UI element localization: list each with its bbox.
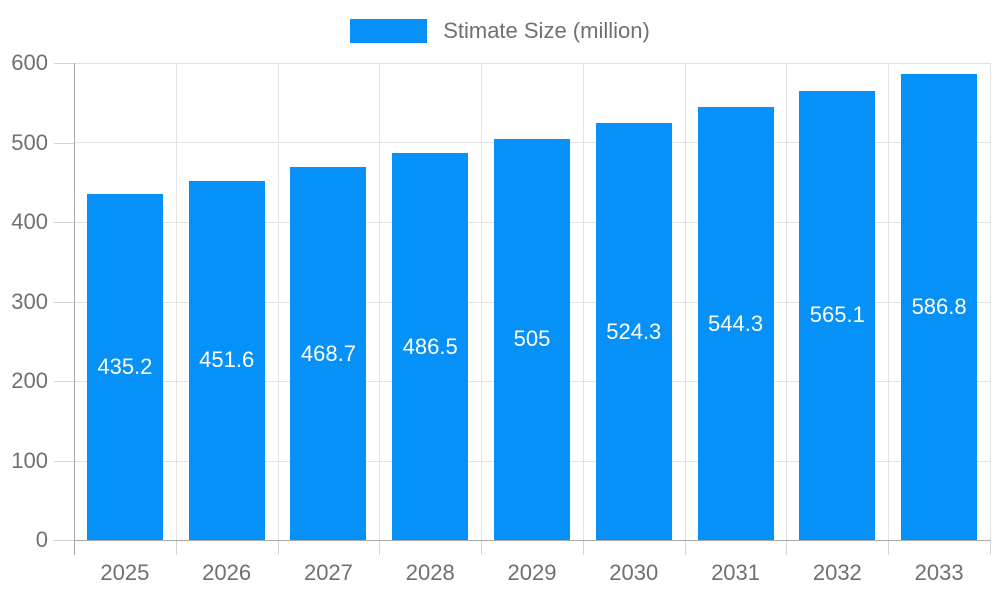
- y-axis-tick: [54, 302, 74, 303]
- x-axis-tick-label: 2029: [507, 560, 557, 585]
- y-axis-tick: [54, 461, 74, 462]
- y-axis-tick-label: 400: [11, 209, 48, 234]
- x-axis-tick-label: 2033: [914, 560, 964, 585]
- x-axis-tick: [379, 540, 380, 555]
- bar-value-label: 505: [513, 326, 551, 352]
- gridline-vertical: [481, 63, 483, 540]
- gridline-vertical: [582, 63, 584, 540]
- y-axis-tick: [54, 222, 74, 223]
- x-axis-tick-label: 2030: [609, 560, 659, 585]
- x-axis-tick: [278, 540, 279, 555]
- x-axis-tick: [583, 540, 584, 555]
- x-axis-tick: [888, 540, 889, 555]
- x-axis-tick-label: 2028: [405, 560, 455, 585]
- x-axis-tick-label: 2027: [303, 560, 353, 585]
- y-axis-line: [74, 63, 75, 555]
- x-axis-tick: [786, 540, 787, 555]
- gridline-vertical: [990, 63, 991, 540]
- bar-2030[interactable]: 524.3: [595, 123, 672, 540]
- y-axis-tick-label: 200: [11, 368, 48, 393]
- y-axis-tick: [54, 63, 74, 64]
- gridline-vertical: [379, 63, 381, 540]
- y-axis-tick-label: 0: [35, 527, 48, 552]
- y-axis-tick-label: 500: [11, 130, 48, 155]
- bar-value-label: 524.3: [606, 318, 662, 344]
- gridline-vertical: [277, 63, 279, 540]
- x-axis-tick: [481, 540, 482, 555]
- bar-2029[interactable]: 505: [494, 138, 570, 540]
- x-axis-tick-label: 2026: [202, 560, 252, 585]
- x-axis-labels: 2025 2026 2027 2028 2029 2030 2031 2032 2033: [74, 560, 990, 590]
- bar-2027[interactable]: 468.7: [290, 167, 367, 540]
- y-axis-tick-label: 300: [11, 289, 48, 314]
- bar-2026[interactable]: 451.6: [188, 180, 265, 540]
- x-axis-line: [74, 540, 990, 541]
- y-axis-tick: [54, 381, 74, 382]
- bar-value-label: 451.6: [199, 347, 255, 373]
- y-axis-tick-label: 600: [11, 50, 48, 75]
- x-axis-tick-label: 2032: [812, 560, 862, 585]
- plot-area: 435.2 451.6 468.7 486.5 505 524.3 544.3 565.1 58…: [74, 63, 991, 540]
- bar-2033[interactable]: 586.8: [901, 73, 978, 540]
- bar-value-label: 486.5: [402, 333, 458, 359]
- x-axis-tick: [990, 540, 991, 555]
- bar-2032[interactable]: 565.1: [799, 90, 876, 540]
- gridline-horizontal: [74, 63, 990, 64]
- x-axis-tick-label: 2031: [711, 560, 761, 585]
- y-axis-tick: [54, 540, 74, 541]
- x-axis-tick: [685, 540, 686, 555]
- gridline-vertical: [175, 63, 177, 540]
- y-axis-tick: [54, 143, 74, 144]
- gridline-vertical: [888, 63, 890, 540]
- bar-value-label: 565.1: [809, 302, 865, 328]
- y-axis-tick-label: 100: [11, 448, 48, 473]
- bar-2028[interactable]: 486.5: [392, 153, 469, 540]
- bar-value-label: 586.8: [911, 293, 967, 319]
- gridline-vertical: [786, 63, 788, 540]
- legend-label: Stimate Size (million): [443, 18, 650, 43]
- bar-2031[interactable]: 544.3: [697, 107, 774, 540]
- gridline-vertical: [684, 63, 686, 540]
- legend-swatch: [350, 19, 428, 43]
- bar-value-label: 468.7: [300, 340, 356, 366]
- bar-value-label: 544.3: [708, 310, 764, 336]
- x-axis-tick-label: 2025: [100, 560, 150, 585]
- x-axis-tick: [176, 540, 177, 555]
- legend-item[interactable]: Stimate Size (million): [0, 14, 1000, 48]
- bar-2025[interactable]: 435.2: [86, 194, 163, 540]
- bar-value-label: 435.2: [97, 354, 153, 380]
